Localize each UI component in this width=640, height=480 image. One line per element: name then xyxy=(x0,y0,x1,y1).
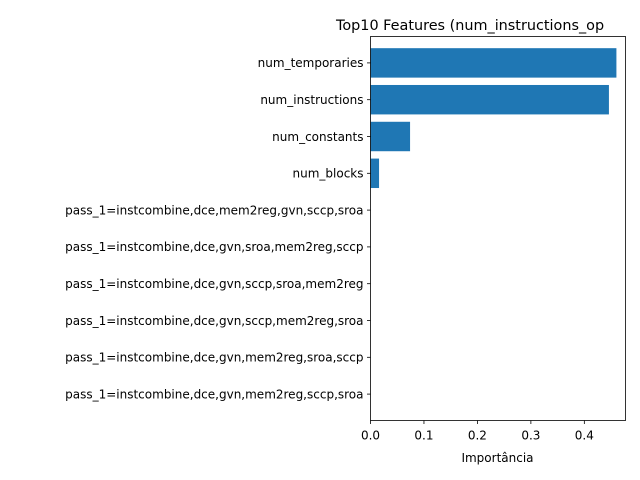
chart-title: Top10 Features (num_instructions_op xyxy=(335,18,604,34)
y-tick-label: num_constants xyxy=(272,130,363,144)
x-axis: 0.0 0.1 0.2 0.3 0.4 xyxy=(361,420,594,443)
y-tick-label: pass_1=instcombine,dce,gvn,mem2reg,sroa,… xyxy=(65,351,363,365)
bars-group xyxy=(370,48,617,189)
bar xyxy=(370,48,617,78)
x-axis-label: Importância xyxy=(461,451,533,465)
y-tick-label: num_blocks xyxy=(293,167,364,181)
plot-frame xyxy=(370,36,626,421)
x-tick-label: 0.4 xyxy=(575,429,594,443)
y-tick-label: num_instructions xyxy=(260,93,363,107)
y-axis: num_temporaries num_instructions num_const… xyxy=(65,56,371,401)
bar xyxy=(370,158,380,189)
y-tick-label: num_temporaries xyxy=(258,56,364,70)
y-tick-label: pass_1=instcombine,dce,gvn,mem2reg,sccp,… xyxy=(65,387,363,401)
x-tick-label: 0.0 xyxy=(361,429,380,443)
y-tick-label: pass_1=instcombine,dce,gvn,sccp,sroa,mem… xyxy=(65,277,363,291)
y-tick-label: pass_1=instcombine,dce,gvn,sccp,mem2reg,… xyxy=(65,314,363,328)
x-tick-label: 0.2 xyxy=(468,429,487,443)
x-tick-label: 0.1 xyxy=(414,429,433,443)
x-tick-label: 0.3 xyxy=(521,429,540,443)
bar xyxy=(370,84,609,115)
y-tick-label: pass_1=instcombine,dce,gvn,sroa,mem2reg,… xyxy=(65,240,363,254)
bar xyxy=(370,121,411,152)
y-tick-label: pass_1=instcombine,dce,mem2reg,gvn,sccp,… xyxy=(65,203,363,217)
